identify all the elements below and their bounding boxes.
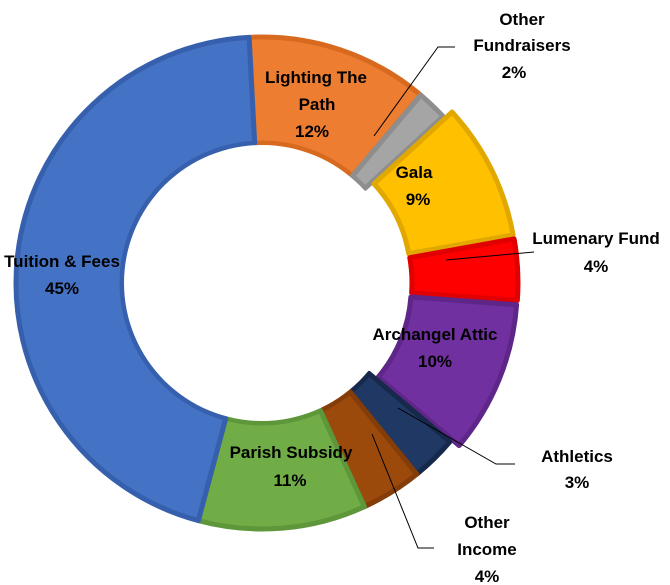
data-label-name-other-income: Income xyxy=(457,540,517,559)
data-label-name-lumenary-fund: Lumenary Fund xyxy=(532,229,660,248)
data-label-pct-gala: 9% xyxy=(406,190,431,209)
data-label-pct-other-income: 4% xyxy=(475,567,500,585)
data-label-pct-lighting-the-path: 12% xyxy=(295,122,329,141)
leader-line-other-income xyxy=(371,433,434,549)
slice-lumenary-fund xyxy=(407,236,521,303)
slice-gala xyxy=(371,109,516,257)
data-label-name-tuition-fees: Tuition & Fees xyxy=(4,252,120,271)
leader-line-athletics xyxy=(397,407,515,465)
data-labels: Lighting The Path 12% Other Fundraisers 2% Gal… xyxy=(4,10,660,585)
donut-hole xyxy=(124,145,400,421)
slice-tuition-fees xyxy=(13,34,258,524)
data-label-pct-archangel-attic: 10% xyxy=(418,352,452,371)
data-label-name-archangel-attic: Archangel Attic xyxy=(372,325,497,344)
data-label-pct-athletics: 3% xyxy=(565,473,590,492)
leader-line-lumenary-fund xyxy=(445,251,535,261)
data-label-name-gala: Gala xyxy=(396,163,433,182)
data-label-pct-parish-subsidy: 11% xyxy=(273,471,306,490)
data-label-name-parish-subsidy: Parish Subsidy xyxy=(230,443,353,462)
data-label-pct-other-fundraisers: 2% xyxy=(502,63,527,82)
data-label-name-lighting-the-path: Lighting The xyxy=(265,68,367,87)
leader-line-other-fundraisers xyxy=(373,46,455,137)
data-label-name-athletics: Athletics xyxy=(541,447,613,466)
data-label-pct-lumenary-fund: 4% xyxy=(584,257,609,276)
donut-slices xyxy=(13,34,521,532)
slice-archangel-attic xyxy=(375,294,520,449)
data-label-name-other-income: Other xyxy=(464,513,510,532)
data-label-name-other-fundraisers: Fundraisers xyxy=(473,36,570,55)
data-label-name-lighting-the-path: Path xyxy=(299,95,336,114)
slice-other-fundraisers xyxy=(349,92,446,191)
data-label-name-other-fundraisers: Other xyxy=(499,10,545,29)
data-label-pct-tuition-fees: 45% xyxy=(45,279,79,298)
